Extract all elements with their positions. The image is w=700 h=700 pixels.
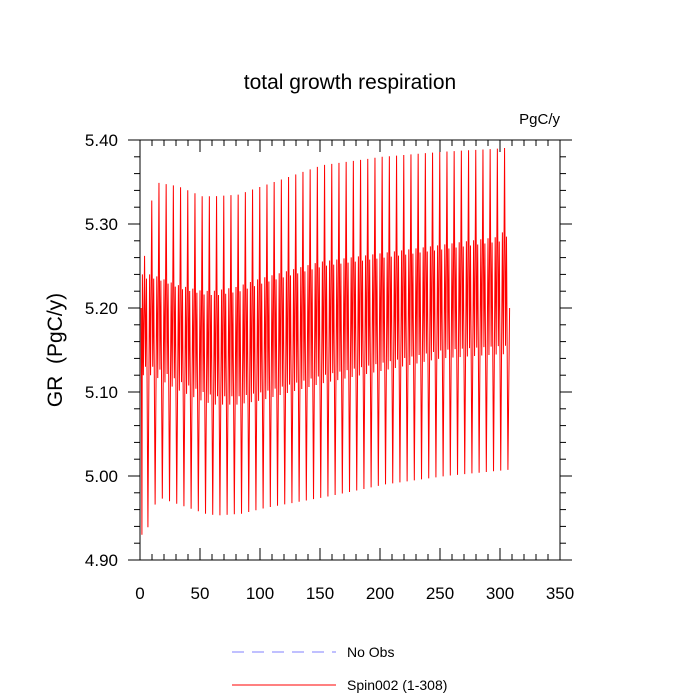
y-tick-label: 5.10 bbox=[85, 383, 118, 402]
x-tick-label: 350 bbox=[546, 584, 574, 603]
x-tick-label: 250 bbox=[426, 584, 454, 603]
y-tick-label: 4.90 bbox=[85, 551, 118, 570]
legend-label-spin002: Spin002 (1-308) bbox=[347, 677, 447, 693]
x-tick-label: 0 bbox=[135, 584, 144, 603]
y-tick-label: 5.30 bbox=[85, 215, 118, 234]
y-tick-label: 5.00 bbox=[85, 467, 118, 486]
x-tick-label: 300 bbox=[486, 584, 514, 603]
x-tick-label: 50 bbox=[191, 584, 210, 603]
chart-title: total growth respiration bbox=[244, 71, 456, 94]
legend-label-no-obs: No Obs bbox=[347, 644, 394, 660]
y-tick-label: 5.20 bbox=[85, 299, 118, 318]
x-tick-label: 100 bbox=[246, 584, 274, 603]
x-tick-label: 200 bbox=[366, 584, 394, 603]
units-label: PgC/y bbox=[519, 111, 560, 128]
x-tick-label: 150 bbox=[306, 584, 334, 603]
y-tick-label: 5.40 bbox=[85, 131, 118, 150]
plot-frame bbox=[139, 139, 561, 561]
legend: No Obs Spin002 (1-308) bbox=[232, 644, 447, 693]
series-line-spin002 bbox=[140, 147, 511, 535]
y-axis-label: GR (PgC/y) bbox=[44, 293, 67, 407]
